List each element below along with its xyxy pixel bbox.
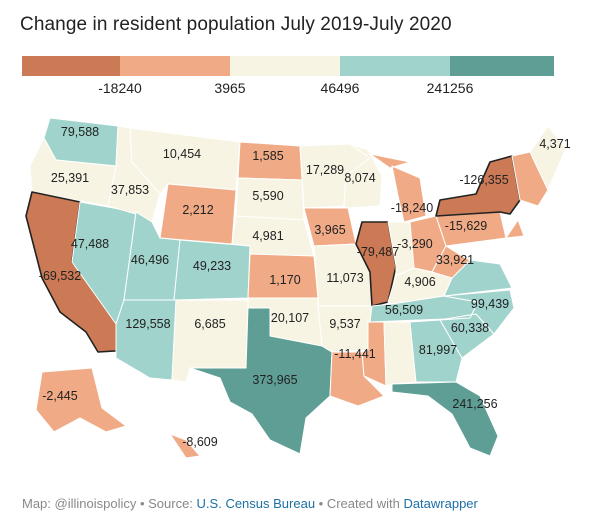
state-al — [383, 321, 417, 387]
footer-source-link[interactable]: U.S. Census Bureau — [196, 496, 316, 511]
state-label-ut: 46,496 — [131, 253, 169, 267]
state-ne_states — [505, 151, 549, 239]
state-label-ks: 1,170 — [269, 273, 300, 287]
legend-segment-2 — [120, 56, 230, 76]
legend-break-3: 46496 — [320, 80, 360, 96]
footer-middle: • Created with — [315, 496, 404, 511]
legend-segment-5 — [450, 56, 554, 76]
state-ak — [35, 367, 127, 433]
state-label-wa: 79,588 — [61, 125, 99, 139]
state-label-mn: 17,289 — [306, 163, 344, 177]
state-label-sd: 5,590 — [252, 189, 283, 203]
state-label-id: 37,853 — [111, 183, 149, 197]
state-label-ne: 4,981 — [252, 229, 283, 243]
legend-break-1: -18240 — [98, 80, 142, 96]
state-label-ca: -69,532 — [39, 269, 81, 283]
legend-break-2: 3965 — [214, 80, 246, 96]
state-label-mo: 11,073 — [326, 271, 363, 285]
state-label-ky: 4,906 — [404, 275, 435, 289]
state-label-tx: 373,965 — [252, 373, 297, 387]
map-title: Change in resident population July 2019-… — [20, 14, 452, 35]
state-label-or: 25,391 — [51, 171, 89, 185]
state-tx — [189, 307, 333, 455]
us-map: 79,588 25,391 -69,532 47,488 37,853 10,454 2,2… — [0, 96, 600, 486]
state-label-ia: 3,965 — [314, 223, 345, 237]
legend-segment-4 — [340, 56, 450, 76]
legend-break-4: 241256 — [426, 80, 474, 96]
state-az — [115, 299, 177, 381]
state-label-tn: 56,509 — [385, 303, 423, 317]
state-label-il: -79,487 — [357, 245, 399, 259]
footer-prefix: Map: @illinoispolicy • Source: — [22, 496, 197, 511]
state-label-la: -11,441 — [334, 347, 376, 361]
state-label-az: 129,558 — [125, 317, 170, 331]
legend-color-bar — [22, 56, 554, 76]
state-fl — [391, 381, 499, 457]
footer-credits: Map: @illinoispolicy • Source: U.S. Cens… — [22, 496, 478, 511]
state-label-nd: 1,585 — [252, 149, 283, 163]
state-label-mt: 10,454 — [163, 147, 201, 161]
legend-segment-1 — [22, 56, 120, 76]
state-label-ar: 9,537 — [329, 317, 360, 331]
us-map-svg: 79,588 25,391 -69,532 47,488 37,853 10,454 2,2… — [25, 117, 571, 459]
state-label-mi: -18,240 — [391, 201, 433, 215]
state-nc — [439, 289, 515, 335]
state-ar — [317, 305, 373, 353]
state-me — [529, 125, 567, 191]
state-label-me: 4,371 — [539, 137, 570, 151]
state-mi — [369, 153, 427, 223]
state-label-wv: 33,921 — [436, 253, 474, 267]
state-label-nv: 47,488 — [71, 237, 109, 251]
state-label-fl: 241,256 — [452, 397, 497, 411]
state-ga — [409, 319, 463, 383]
state-label-sc: 60,338 — [451, 321, 489, 335]
state-label-pa: -15,629 — [445, 219, 487, 233]
legend-segment-3 — [230, 56, 340, 76]
state-label-nc: 99,439 — [471, 297, 509, 311]
state-label-oh: -3,290 — [397, 237, 432, 251]
state-hi — [169, 433, 201, 459]
state-label-hi: -8,609 — [182, 435, 217, 449]
state-label-wy: 2,212 — [182, 203, 213, 217]
state-label-ny: -126,355 — [459, 173, 508, 187]
state-label-ga: 81,997 — [419, 343, 457, 357]
state-label-nm: 6,685 — [194, 317, 225, 331]
state-label-co: 49,233 — [193, 259, 231, 273]
state-wi — [343, 143, 383, 209]
state-label-wi: 8,074 — [344, 171, 375, 185]
state-label-ak: -2,445 — [42, 389, 77, 403]
state-wv — [431, 245, 471, 279]
state-label-ok: 20,107 — [271, 311, 309, 325]
footer-tool-link[interactable]: Datawrapper — [403, 496, 478, 511]
